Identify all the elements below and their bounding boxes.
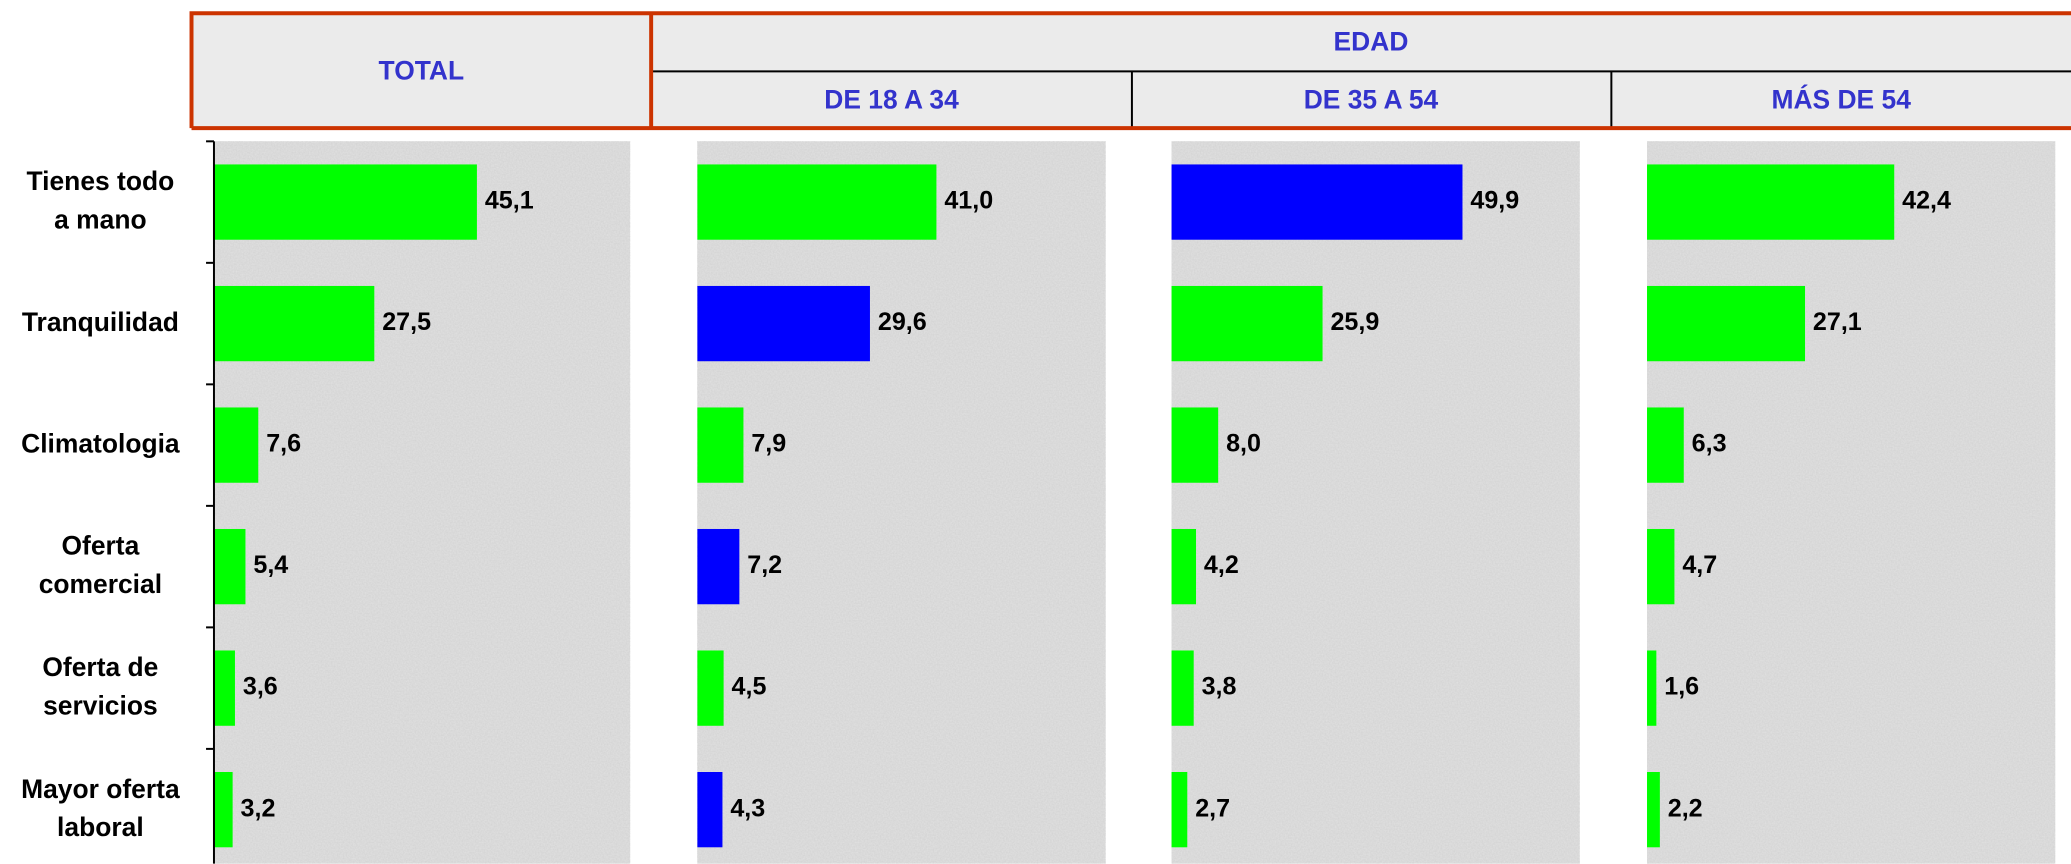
bar — [697, 285, 870, 362]
value-label: 6,3 — [1692, 430, 1727, 458]
value-label: 29,6 — [878, 308, 927, 336]
bar — [697, 650, 724, 726]
value-label: 3,8 — [1202, 673, 1237, 701]
value-label: 7,9 — [751, 430, 786, 458]
value-label: 5,4 — [253, 551, 288, 579]
value-label: 27,1 — [1813, 308, 1862, 336]
value-label: 3,2 — [241, 794, 276, 822]
value-label: 4,5 — [732, 673, 767, 701]
bar — [1647, 164, 1895, 240]
value-label: 25,9 — [1330, 308, 1379, 336]
series-header: DE 18 A 34 — [824, 85, 959, 115]
panels — [213, 141, 2056, 864]
panel-texture — [213, 141, 631, 864]
series-header: MÁS DE 54 — [1771, 85, 1911, 115]
bar — [697, 772, 723, 848]
value-label: 2,2 — [1668, 794, 1703, 822]
series-header: DE 35 A 54 — [1304, 85, 1439, 115]
panel-texture — [697, 141, 1106, 864]
bar — [1171, 164, 1463, 240]
bar — [213, 164, 477, 240]
category-label: Climatologia — [21, 429, 180, 459]
bar — [697, 528, 740, 605]
value-label: 4,3 — [730, 794, 765, 822]
category-label: Oferta comercial — [38, 532, 163, 600]
bar — [697, 164, 937, 240]
category-label: Tienes todo a mano — [26, 167, 175, 236]
category-label: Tranquilidad — [21, 308, 179, 338]
bar — [697, 407, 744, 483]
value-label: 8,0 — [1226, 430, 1261, 458]
value-label: 42,4 — [1902, 187, 1951, 215]
value-label: 41,0 — [944, 187, 993, 215]
category-label: Mayor oferta laboral — [21, 775, 180, 843]
value-label: 1,6 — [1664, 673, 1699, 701]
value-label: 2,7 — [1195, 794, 1230, 822]
group-header: EDAD — [1334, 27, 1409, 57]
value-label: 4,7 — [1682, 551, 1717, 579]
value-label: 3,6 — [243, 673, 278, 701]
bar — [1171, 285, 1323, 362]
bar — [213, 407, 259, 483]
plot: TOTAL 45,1 27,5 7,6 5,4 3,6 3,2 DE 18 A 34 41,0 2… — [206, 56, 1951, 864]
value-label: 7,2 — [747, 551, 782, 579]
value-label: 49,9 — [1470, 187, 1519, 215]
header-border — [189, 11, 2071, 131]
value-label: 45,1 — [485, 187, 534, 215]
bar — [213, 650, 235, 726]
bar — [1171, 407, 1219, 483]
bar — [1171, 650, 1194, 726]
value-label: 27,5 — [382, 308, 431, 336]
bar — [1171, 772, 1188, 848]
bar — [1647, 407, 1684, 483]
bar — [213, 528, 246, 605]
panel-texture — [1171, 141, 1580, 864]
series-header: TOTAL — [379, 56, 465, 86]
bar — [213, 285, 375, 362]
bar — [213, 772, 233, 848]
panel-texture — [1647, 141, 2056, 864]
bar — [1647, 285, 1806, 362]
bar — [1647, 528, 1675, 605]
value-label: 7,6 — [266, 430, 301, 458]
value-label: 4,2 — [1204, 551, 1239, 579]
bar — [1647, 650, 1657, 726]
bar — [1171, 528, 1197, 605]
category-label: Oferta de servicios — [42, 653, 159, 722]
bar — [1647, 772, 1660, 848]
